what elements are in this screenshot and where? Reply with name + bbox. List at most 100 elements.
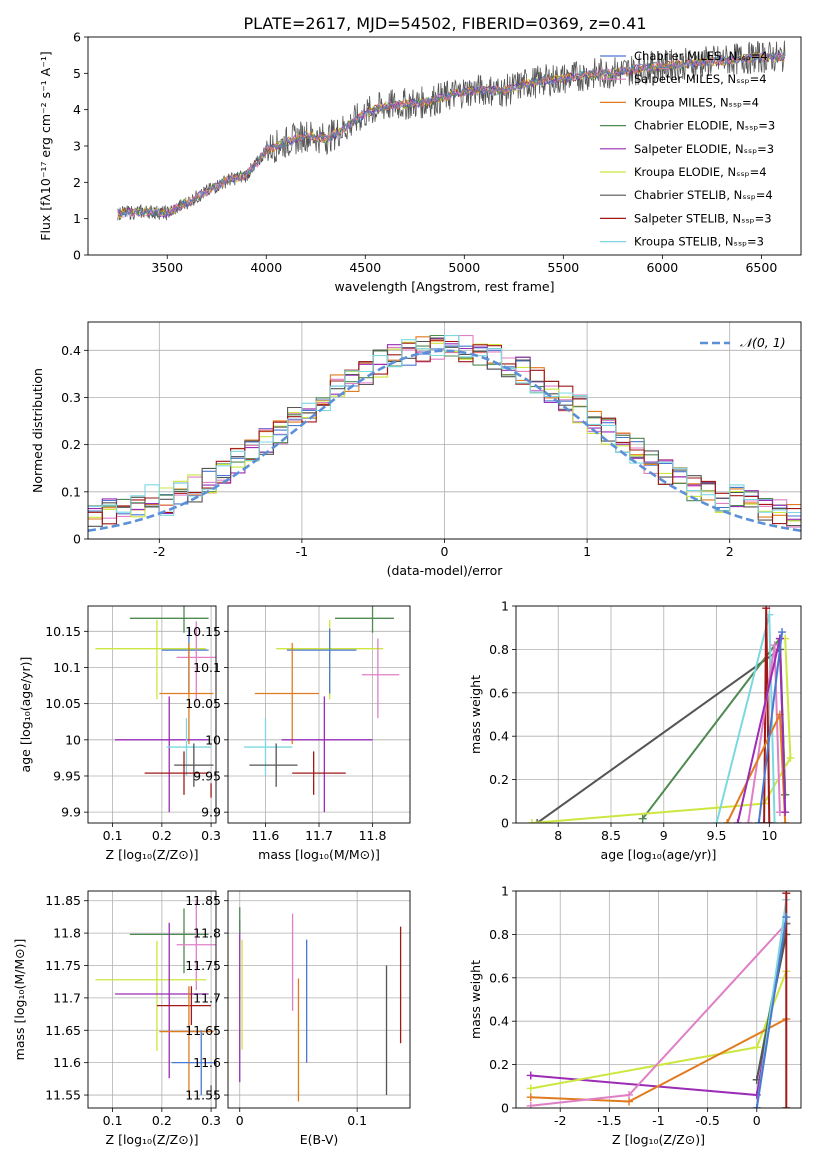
y-axis-label: mass weight	[468, 675, 483, 754]
axes-frame	[515, 890, 802, 1109]
legend-entry: Chabrier MILES, Nₛₛₚ=4	[634, 49, 768, 63]
spectrum-panel: 3500 4000 4500 5000 5500 6000 6500 0 1 2 3 4 5 6 wavel…	[38, 30, 802, 294]
marker	[782, 913, 791, 922]
marker	[752, 1075, 761, 1084]
x-tick-label: 2	[726, 544, 734, 559]
y-tick-label: 0.1	[61, 484, 81, 499]
legend-entry: Salpeter ELODIE, Nₛₛₚ=3	[634, 142, 774, 156]
plot-area	[95, 899, 216, 1099]
y-tick-label: 3	[73, 139, 81, 154]
plot-area	[244, 606, 400, 813]
legend-entry: Chabrier STELIB, Nₛₛₚ=4	[634, 188, 773, 202]
x-axis-label: Z [log₁₀(Z/Z⊙)]	[106, 1132, 199, 1147]
y-axis-label: Flux [fλ10⁻¹⁷ erg cm⁻² s⁻¹ A⁻¹]	[38, 51, 53, 240]
marker	[782, 891, 791, 898]
histogram-step	[88, 335, 801, 516]
marker	[762, 606, 771, 613]
y-tick-label: 1	[73, 211, 81, 226]
x-tick-label: 4500	[349, 260, 381, 275]
marker	[754, 819, 763, 823]
y-tick-label: 0.2	[489, 772, 509, 787]
x-tick-label: 4000	[250, 260, 282, 275]
x-tick-label: 11.7	[305, 828, 333, 843]
legend-entry: Kroupa STELIB, Nₛₛₚ=3	[634, 235, 764, 249]
y-tick-label: 0	[73, 248, 81, 263]
x-tick-label: 0.1	[103, 1113, 123, 1128]
residual-histogram-panel: -2 -1 0 1 2 0 0.1 0.2 0.3 0.4 (data-model)/error No…	[30, 321, 802, 578]
mass-vs-extinction-panel: 0 0.1 11.55 11.6 11.65 11.7 11.75 11.8 11.85 E(B-…	[185, 890, 411, 1147]
y-tick-label: 11.75	[45, 958, 81, 973]
x-tick-label: -2	[554, 1113, 566, 1128]
marker	[786, 753, 795, 762]
marker	[527, 819, 536, 823]
y-tick-label: 10	[65, 732, 81, 747]
y-tick-label: 10	[205, 732, 221, 747]
legend-entry: Kroupa MILES, Nₛₛₚ=4	[634, 95, 759, 109]
y-tick-label: 9.95	[193, 768, 221, 783]
plot-area	[117, 40, 786, 221]
x-tick-label: 0	[441, 544, 449, 559]
marker	[765, 819, 774, 823]
gaussian-curve	[88, 349, 801, 532]
x-axis-label: age [log₁₀(age/yr)]	[601, 847, 717, 862]
marker	[526, 1071, 535, 1080]
y-tick-label: 11.7	[193, 990, 221, 1005]
plot-area	[88, 334, 801, 532]
x-tick-label: -0.5	[695, 1113, 719, 1128]
marker	[744, 819, 753, 823]
spectrum-line	[117, 52, 786, 219]
y-tick-label: 10.1	[53, 660, 81, 675]
marker	[781, 819, 790, 823]
x-tick-label: 0	[236, 1113, 244, 1128]
y-tick-label: 0.8	[489, 927, 509, 942]
y-tick-label: 11.55	[185, 1088, 221, 1103]
marker	[533, 819, 542, 823]
y-tick-label: 0.8	[489, 642, 509, 657]
y-tick-label: 4	[73, 102, 81, 117]
mass-weight-vs-age-panel: 8 8.5 9 9.5 10 0 0.2 0.4 0.6 0.8 1 age [log₁₀(age/y…	[468, 599, 802, 862]
y-axis-label: Normed distribution	[30, 368, 45, 493]
y-tick-label: 10.05	[185, 696, 221, 711]
plot-area	[527, 606, 795, 823]
axes-frame	[227, 605, 411, 824]
y-tick-label: 1	[501, 884, 509, 899]
mass-weight-line	[757, 631, 783, 823]
legend-entry: 𝒩(0, 1)	[740, 335, 786, 350]
plot-area	[95, 606, 216, 813]
y-axis-label: age [log₁₀(age/yr)]	[18, 657, 33, 773]
x-tick-label: 9.5	[707, 828, 727, 843]
x-tick-label: -1.5	[597, 1113, 621, 1128]
y-tick-label: 0.2	[61, 437, 81, 452]
marker	[760, 819, 769, 823]
x-axis-label: Z [log₁₀(Z/Z⊙)]	[106, 847, 199, 862]
y-tick-label: 11.6	[53, 1055, 81, 1070]
x-axis-label: mass [log₁₀(M/M⊙)]	[258, 847, 380, 862]
y-tick-label: 11.6	[193, 1055, 221, 1070]
x-tick-label: 8.5	[601, 828, 621, 843]
plot-area	[526, 891, 791, 1108]
y-tick-label: 11.85	[45, 893, 81, 908]
marker	[752, 1043, 761, 1052]
marker	[638, 814, 647, 823]
marker	[526, 1101, 535, 1108]
y-tick-label: 0.4	[489, 1014, 509, 1029]
y-tick-label: 0.3	[61, 390, 81, 405]
x-tick-label: 5500	[547, 260, 579, 275]
x-tick-label: 8	[554, 828, 562, 843]
y-tick-label: 0	[501, 816, 509, 831]
marker	[526, 1093, 535, 1102]
x-tick-label: -1	[296, 544, 308, 559]
axes-frame	[515, 605, 802, 824]
axes-frame	[87, 321, 802, 540]
y-tick-label: 11.65	[185, 1023, 221, 1038]
marker	[770, 819, 779, 823]
x-tick-label: -2	[153, 544, 165, 559]
y-tick-label: 11.75	[185, 958, 221, 973]
x-tick-label: 0.2	[152, 828, 172, 843]
x-tick-label: 6000	[646, 260, 678, 275]
age-vs-metallicity-panel: 0.1 0.2 0.3 9.9 9.95 10 10.05 10.1 10.15 Z [log₁₀…	[18, 605, 221, 862]
y-tick-label: 6	[73, 30, 81, 45]
x-axis-label: E(B-V)	[300, 1132, 339, 1147]
y-tick-label: 11.7	[53, 990, 81, 1005]
